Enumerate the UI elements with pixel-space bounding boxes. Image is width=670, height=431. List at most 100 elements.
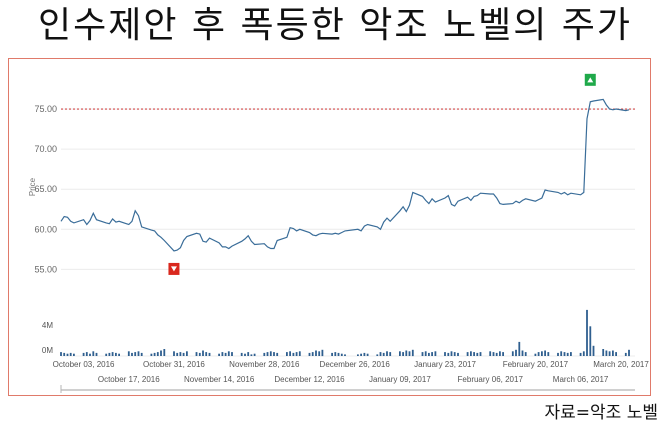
volume-bar [115,352,117,356]
volume-bar [382,352,385,356]
volume-bar [534,353,537,356]
y-axis-label: Price [28,177,37,196]
volume-bar [253,353,256,356]
chart-frame: 75.00 70.00 65.00 60.00 55.00 Price 4M 0M Oct… [8,58,651,396]
volume-bar [295,352,298,356]
volume-bar [470,351,472,356]
volume-bar [173,351,175,356]
volume-bar [547,352,550,356]
volume-bar [628,349,630,357]
volume-bar [563,352,566,356]
volume-bar [344,354,346,356]
volume-bar [318,351,321,356]
volume-bar [408,351,411,356]
volume-bar [337,352,340,356]
volume-bar [615,352,617,356]
volume-bar [195,352,198,356]
volume-bar [360,353,362,356]
volume-bar [515,349,517,357]
volume-bar [69,352,72,356]
volume-bar [557,352,559,356]
volume-bar [402,352,404,356]
page-title: 인수제안 후 폭등한 악조 노벨의 주가 [37,5,633,46]
price-series-line [60,98,630,252]
y-tick-labels: 75.00 70.00 65.00 60.00 55.00 [34,104,57,274]
volume-bar [163,349,166,356]
volume-bar [363,352,366,356]
volume-bar [447,352,450,356]
x-tick-label: January 09, 2017 [369,375,431,384]
volume-bar [273,352,275,356]
volume-bar [182,352,185,356]
volume-bar [489,351,492,356]
volume-bar [608,351,611,356]
volume-bar [150,353,153,356]
volume-bar [240,352,243,356]
x-tick-label: January 23, 2017 [414,360,476,369]
volume-bar [424,351,427,356]
volume-bar [357,354,359,356]
x-tick-label: December 26, 2016 [320,360,391,369]
volume-bar [411,349,414,357]
volume-bar [66,353,69,356]
y-tick-label: 75.00 [34,104,57,114]
volume-bar [624,352,627,356]
volume-bar [331,352,333,356]
volume-bar [499,351,501,356]
volume-bar [218,353,220,356]
volume-bar [502,352,504,356]
volume-bar [82,352,85,356]
down-arrow-icon [170,266,177,272]
volume-bar [521,350,524,356]
volume-bar [179,352,182,356]
volume-bar [544,350,546,356]
volume-bar [476,352,479,356]
x-tick-label: March 20, 2017 [593,360,649,369]
volume-bar [434,351,437,356]
volume-bar [428,352,430,356]
volume-bar [450,351,453,356]
volume-bar [205,352,208,356]
volume-bar [366,353,369,356]
volume-bar [453,352,456,356]
volume-tick-label: 0M [42,346,53,355]
volume-bar [227,351,230,356]
y-tick-label: 60.00 [34,224,57,234]
volume-bar [492,352,495,356]
volume-bar [221,352,224,356]
volume-bar [111,352,114,356]
volume-bar [605,350,608,356]
volume-bar [431,352,433,356]
volume-bar [421,352,424,356]
volume-bar [108,352,111,356]
volume-bar [73,353,75,356]
volume-bar [334,352,337,356]
volume-bar [134,352,137,356]
volume-bar [176,352,179,356]
x-tick-label: February 20, 2017 [503,360,569,369]
volume-panel [60,309,635,357]
volume-bar [466,352,469,356]
volume-bar [602,349,605,356]
volume-bar [311,352,314,356]
volume-bar [537,352,540,356]
volume-bar [286,352,288,356]
volume-bar [198,352,201,356]
volume-bar [511,351,514,356]
volume-bar [541,351,543,356]
volume-bar [444,352,446,356]
volume-bar [612,350,614,356]
x-tick-label: November 28, 2016 [229,360,300,369]
source-credit: 자료=악조 노벨 [544,403,659,423]
volume-tick-label: 4M [42,321,53,330]
up-arrow-icon [587,77,594,83]
x-tick-label: November 14, 2016 [184,375,255,384]
volume-bar [244,353,246,356]
volume-bar [156,352,159,356]
volume-bar [579,352,582,356]
event-markers [168,73,596,275]
volume-bar [250,354,253,356]
volume-bar [560,351,563,356]
volume-bar [405,350,408,356]
volume-bar [202,350,204,356]
